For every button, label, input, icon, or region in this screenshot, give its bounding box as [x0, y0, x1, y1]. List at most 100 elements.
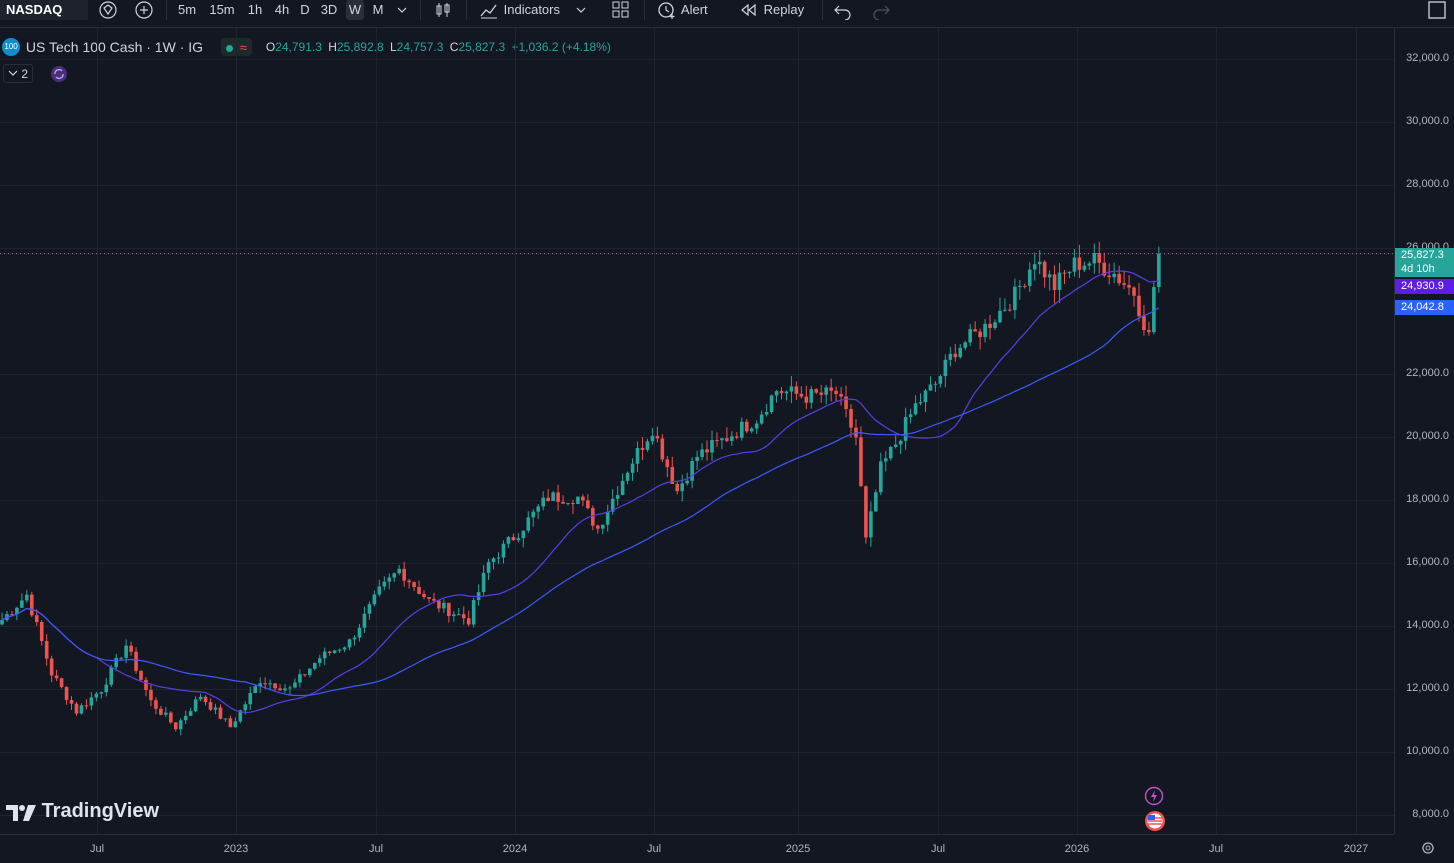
- candle-body[interactable]: [298, 674, 302, 683]
- candle-body[interactable]: [1067, 271, 1072, 274]
- candle-body[interactable]: [978, 331, 982, 338]
- candle-body[interactable]: [506, 537, 511, 544]
- candle-body[interactable]: [918, 402, 923, 404]
- candle-body[interactable]: [183, 715, 188, 721]
- candle-body[interactable]: [456, 614, 461, 616]
- candle-body[interactable]: [655, 435, 660, 439]
- candle-body[interactable]: [253, 686, 258, 694]
- candle-body[interactable]: [144, 679, 148, 690]
- candle-body[interactable]: [283, 688, 287, 691]
- candle-body[interactable]: [571, 503, 575, 505]
- candle-body[interactable]: [412, 582, 416, 587]
- candle-body[interactable]: [839, 393, 843, 397]
- candle-body[interactable]: [397, 568, 401, 574]
- candle-body[interactable]: [486, 562, 491, 573]
- candle-body[interactable]: [953, 353, 958, 358]
- undo-button[interactable]: [832, 0, 854, 22]
- interval-dropdown-button[interactable]: [392, 0, 412, 22]
- candle-body[interactable]: [387, 577, 392, 582]
- candle-body[interactable]: [670, 467, 675, 484]
- candle-body[interactable]: [39, 622, 44, 641]
- candle-body[interactable]: [968, 329, 972, 343]
- candle-body[interactable]: [635, 447, 640, 464]
- candle-body[interactable]: [615, 495, 620, 499]
- indicators-collapse-button[interactable]: 2: [3, 64, 33, 83]
- candle-body[interactable]: [735, 436, 739, 438]
- candle-body[interactable]: [337, 649, 342, 651]
- time-axis[interactable]: Jul 2023 Jul 2024 Jul 2025 Jul 2026 Jul 2027: [0, 834, 1394, 862]
- candle-body[interactable]: [308, 668, 312, 676]
- candle-body[interactable]: [407, 580, 411, 583]
- candle-body[interactable]: [973, 329, 977, 332]
- candle-body[interactable]: [99, 692, 104, 694]
- candle-body[interactable]: [263, 683, 267, 685]
- candle-body[interactable]: [59, 678, 64, 688]
- candle-body[interactable]: [874, 492, 878, 512]
- symbol-search-button[interactable]: NASDAQ: [0, 0, 88, 20]
- candle-body[interactable]: [34, 615, 39, 623]
- candle-body[interactable]: [690, 460, 694, 481]
- candle-body[interactable]: [367, 604, 372, 614]
- compare-symbol-button[interactable]: [96, 0, 120, 22]
- candle-body[interactable]: [1137, 295, 1141, 317]
- templates-button[interactable]: [610, 0, 632, 22]
- candle-body[interactable]: [516, 538, 521, 541]
- candle-body[interactable]: [312, 662, 317, 669]
- candle-body[interactable]: [303, 674, 307, 676]
- candle-body[interactable]: [54, 675, 59, 679]
- candle-body[interactable]: [566, 503, 570, 505]
- candle-body[interactable]: [1152, 287, 1156, 333]
- candle-body[interactable]: [471, 600, 476, 625]
- candle-body[interactable]: [94, 693, 99, 698]
- interval-d-button[interactable]: D: [300, 2, 310, 17]
- candle-body[interactable]: [720, 438, 724, 441]
- candle-body[interactable]: [491, 558, 496, 563]
- candle-body[interactable]: [119, 657, 123, 659]
- candle-body[interactable]: [859, 437, 863, 487]
- candle-body[interactable]: [0, 620, 4, 625]
- candle-body[interactable]: [963, 342, 968, 348]
- candle-body[interactable]: [1092, 253, 1097, 264]
- candle-body[interactable]: [1157, 253, 1161, 288]
- candle-body[interactable]: [402, 568, 406, 581]
- candle-body[interactable]: [903, 417, 908, 441]
- candle-body[interactable]: [362, 613, 367, 628]
- fast-moving-average-line[interactable]: [1, 270, 1159, 714]
- candle-body[interactable]: [660, 438, 665, 460]
- candle-body[interactable]: [809, 389, 814, 403]
- interval-1h-button[interactable]: 1h: [247, 2, 263, 17]
- interval-3d-button[interactable]: 3D: [320, 2, 338, 17]
- candle-body[interactable]: [129, 645, 133, 652]
- candle-body[interactable]: [1142, 316, 1146, 331]
- candle-body[interactable]: [844, 396, 848, 409]
- candle-body[interactable]: [913, 403, 918, 415]
- candle-body[interactable]: [1117, 273, 1121, 284]
- candle-body[interactable]: [680, 483, 685, 492]
- candle-body[interactable]: [784, 391, 789, 394]
- candle-body[interactable]: [759, 414, 764, 424]
- candle-body[interactable]: [804, 396, 809, 403]
- candle-body[interactable]: [238, 710, 243, 722]
- candle-body[interactable]: [377, 586, 382, 595]
- add-symbol-button[interactable]: [132, 0, 156, 22]
- candle-body[interactable]: [531, 511, 536, 518]
- candle-body[interactable]: [908, 414, 913, 418]
- candle-body[interactable]: [665, 459, 670, 468]
- candle-body[interactable]: [993, 322, 997, 329]
- candle-body[interactable]: [824, 387, 828, 395]
- candle-body[interactable]: [938, 376, 943, 384]
- candle-body[interactable]: [744, 421, 749, 432]
- candle-body[interactable]: [819, 392, 824, 395]
- candle-body[interactable]: [754, 423, 759, 429]
- candle-body[interactable]: [536, 506, 541, 512]
- candle-body[interactable]: [869, 511, 873, 538]
- candle-body[interactable]: [864, 486, 868, 538]
- candle-body[interactable]: [769, 395, 774, 413]
- candle-body[interactable]: [84, 705, 89, 707]
- candle-body[interactable]: [794, 386, 799, 394]
- candle-body[interactable]: [1047, 274, 1052, 278]
- candle-body[interactable]: [1072, 257, 1077, 272]
- settings-gear-icon[interactable]: [1418, 838, 1438, 858]
- candle-body[interactable]: [710, 440, 714, 453]
- candle-body[interactable]: [774, 391, 779, 396]
